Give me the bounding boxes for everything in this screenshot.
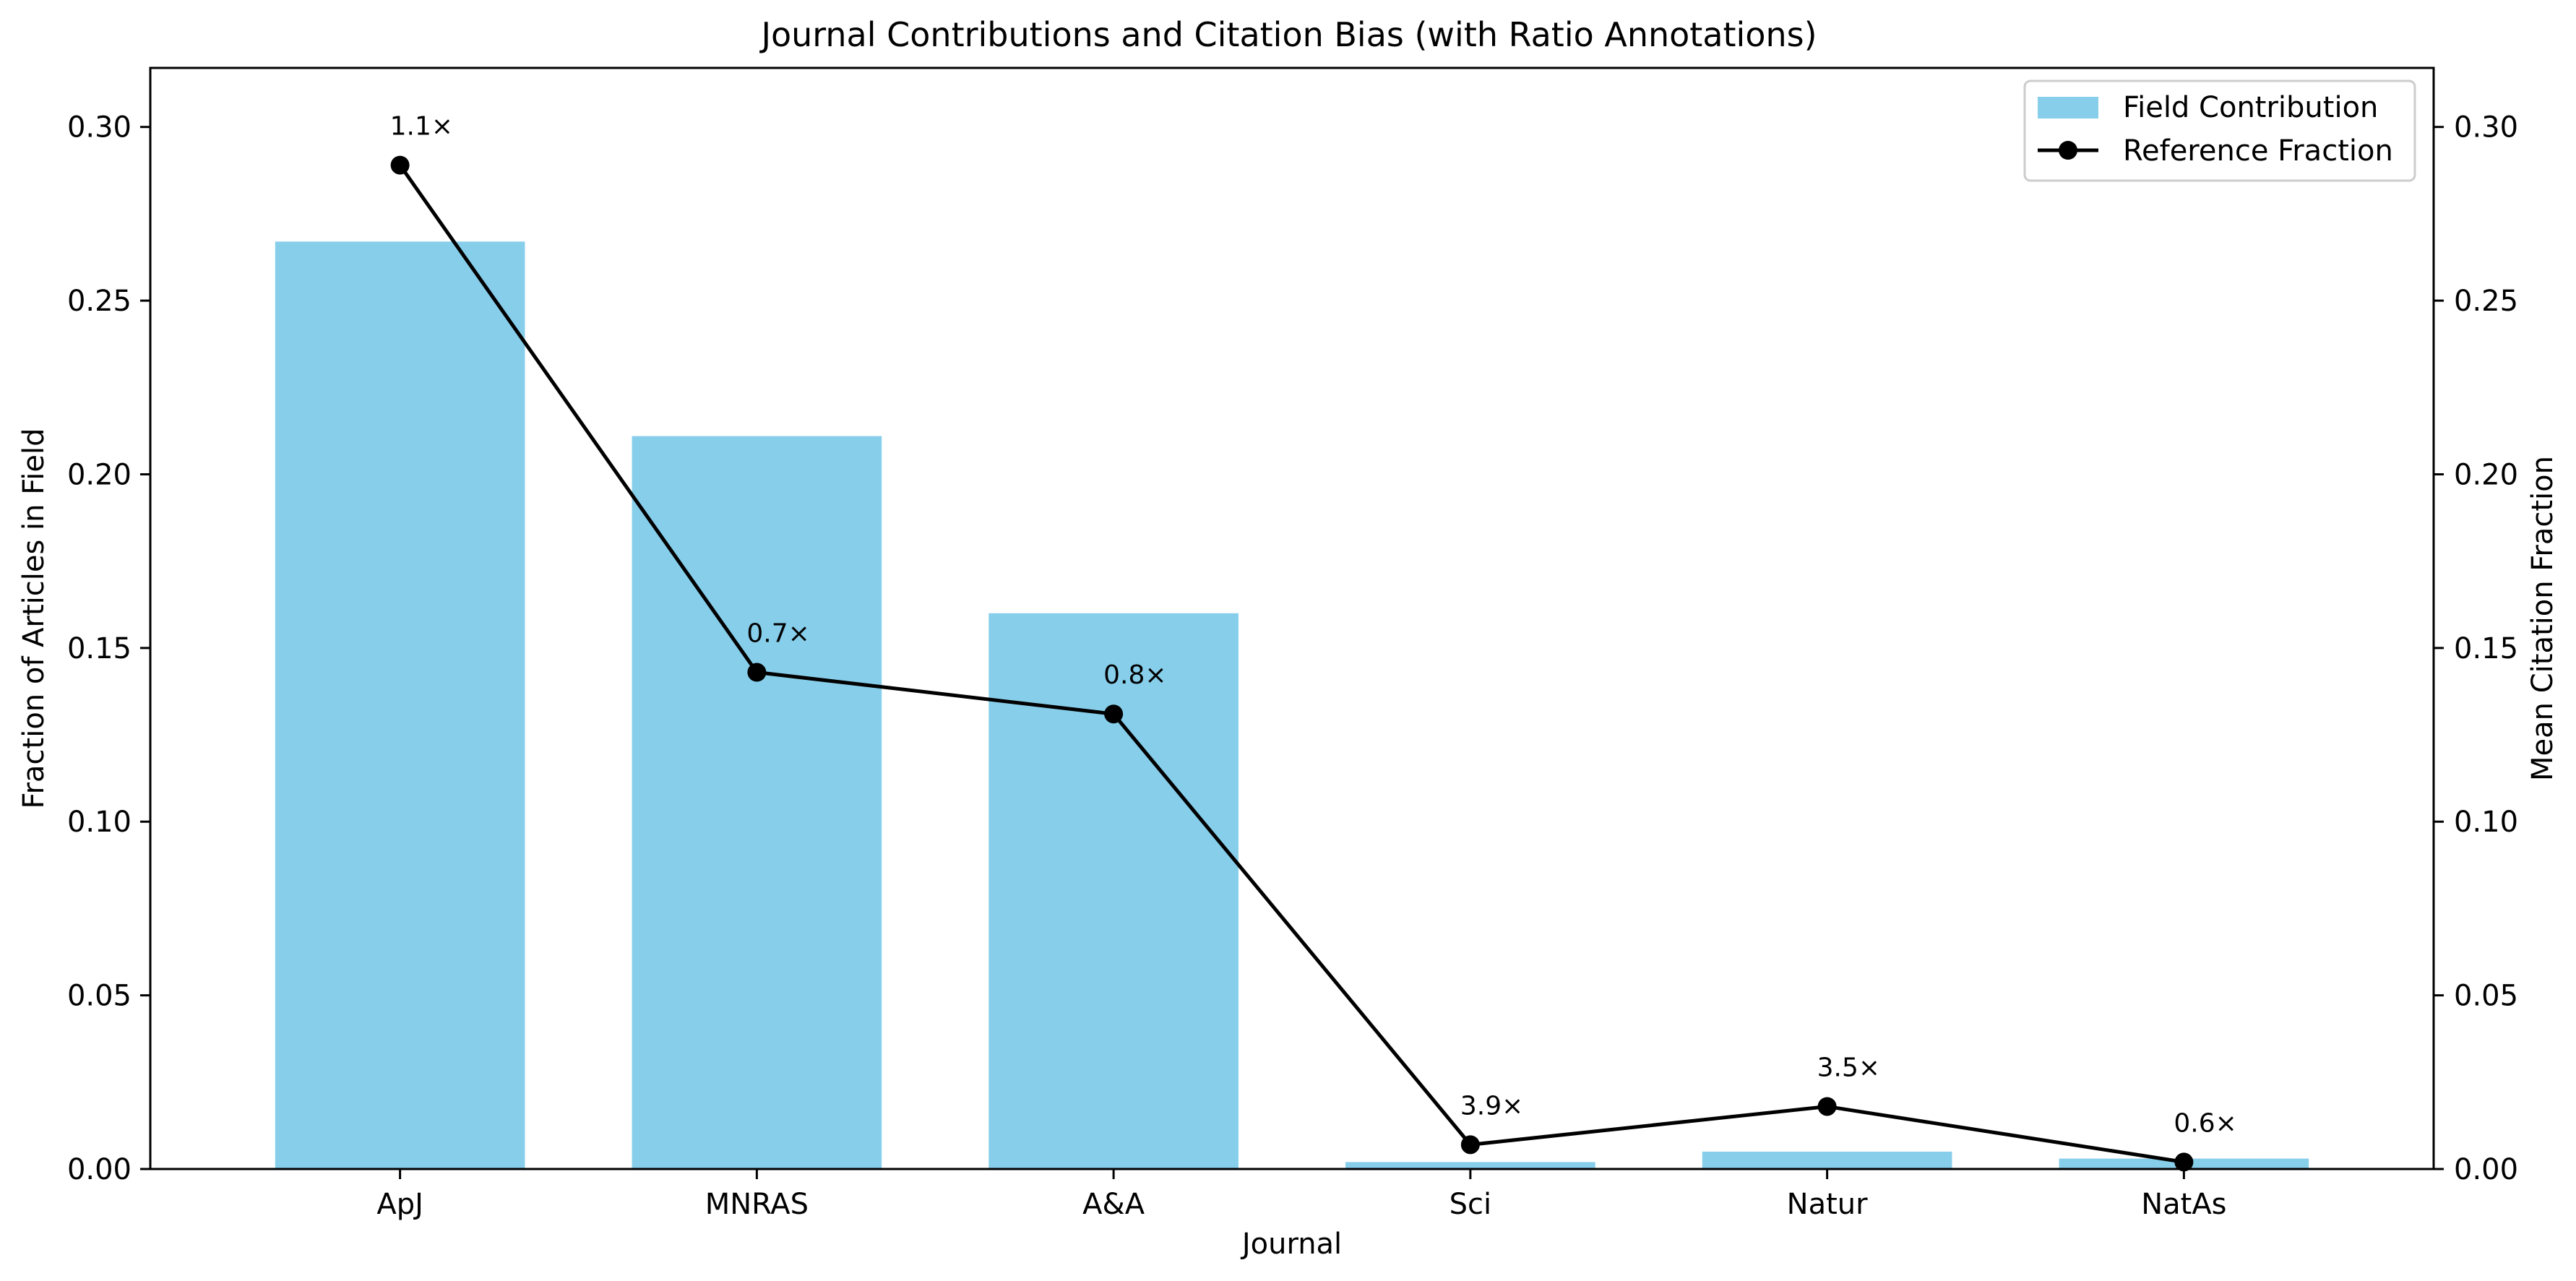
y-axis-label-right: Mean Citation Fraction: [2526, 456, 2559, 781]
bar-sci: [1345, 1162, 1595, 1169]
ratio-annotation-mnras: 0.7×: [746, 619, 809, 649]
right-tick-label: 0.05: [2454, 980, 2518, 1013]
legend-box: [2023, 79, 2416, 182]
x-axis-ticks: ApJ MNRAS A&A Sci Natur NatAs: [376, 1169, 2227, 1221]
left-tick-label: 0.05: [67, 980, 132, 1013]
ratio-annotation-natur: 3.5×: [1817, 1053, 1880, 1082]
x-tick-label-mnras: MNRAS: [705, 1188, 809, 1221]
left-tick-label: 0.00: [67, 1153, 132, 1186]
x-tick-label-a-a: A&A: [1082, 1188, 1145, 1221]
y-axis-label-left: Fraction of Articles in Field: [17, 428, 51, 808]
right-tick-label: 0.25: [2454, 285, 2518, 318]
point-natur: [1817, 1097, 1837, 1116]
x-tick-label-sci: Sci: [1449, 1188, 1492, 1221]
right-tick-label: 0.30: [2454, 111, 2518, 145]
bar-a-a: [988, 613, 1239, 1169]
legend: Field Contribution Reference Fraction: [2023, 79, 2416, 182]
ratio-annotation-apj: 1.1×: [390, 112, 453, 142]
left-tick-label: 0.10: [67, 806, 132, 839]
right-tick-label: 0.20: [2454, 458, 2518, 491]
point-apj: [390, 155, 410, 175]
reference-fraction-line: [398, 164, 2184, 1164]
legend-label-reference-fraction: Reference Fraction: [2123, 134, 2393, 168]
left-tick-label: 0.15: [67, 632, 132, 665]
legend-swatch-field-contribution: [2038, 97, 2098, 118]
line-layer: [390, 155, 2194, 1172]
chart-title: Journal Contributions and Citation Bias …: [759, 15, 1817, 54]
bar-apj: [275, 241, 525, 1169]
right-axis-ticks: 0.00 0.05 0.10 0.15 0.20 0.25 0.30: [2434, 111, 2518, 1186]
legend-marker-reference-fraction: [2059, 141, 2077, 160]
point-natas: [2174, 1152, 2194, 1172]
right-tick-label: 0.15: [2454, 632, 2518, 665]
left-tick-label: 0.30: [67, 111, 132, 145]
plot-frame: [149, 66, 2435, 1170]
point-mnras: [747, 663, 767, 682]
bar-natur: [1702, 1151, 1952, 1169]
point-sci: [1460, 1135, 1480, 1155]
annotation-layer: 1.1× 0.7× 0.8× 3.9× 3.5× 0.6×: [390, 112, 2237, 1139]
right-tick-label: 0.00: [2454, 1153, 2518, 1186]
x-axis-label: Journal: [1240, 1228, 1342, 1261]
legend-label-field-contribution: Field Contribution: [2123, 91, 2378, 124]
left-tick-label: 0.20: [67, 458, 132, 491]
bar-mnras: [632, 436, 882, 1169]
left-axis-ticks: 0.00 0.05 0.10 0.15 0.20 0.25 0.30: [67, 111, 150, 1186]
point-a-a: [1104, 704, 1124, 724]
x-tick-label-natur: Natur: [1787, 1188, 1868, 1221]
x-tick-label-natas: NatAs: [2141, 1188, 2226, 1221]
left-tick-label: 0.25: [67, 285, 132, 318]
x-tick-label-apj: ApJ: [376, 1188, 423, 1221]
ratio-annotation-a-a: 0.8×: [1103, 660, 1166, 690]
right-tick-label: 0.10: [2454, 806, 2518, 839]
ratio-annotation-natas: 0.6×: [2174, 1108, 2236, 1138]
ratio-annotation-sci: 3.9×: [1460, 1091, 1523, 1121]
